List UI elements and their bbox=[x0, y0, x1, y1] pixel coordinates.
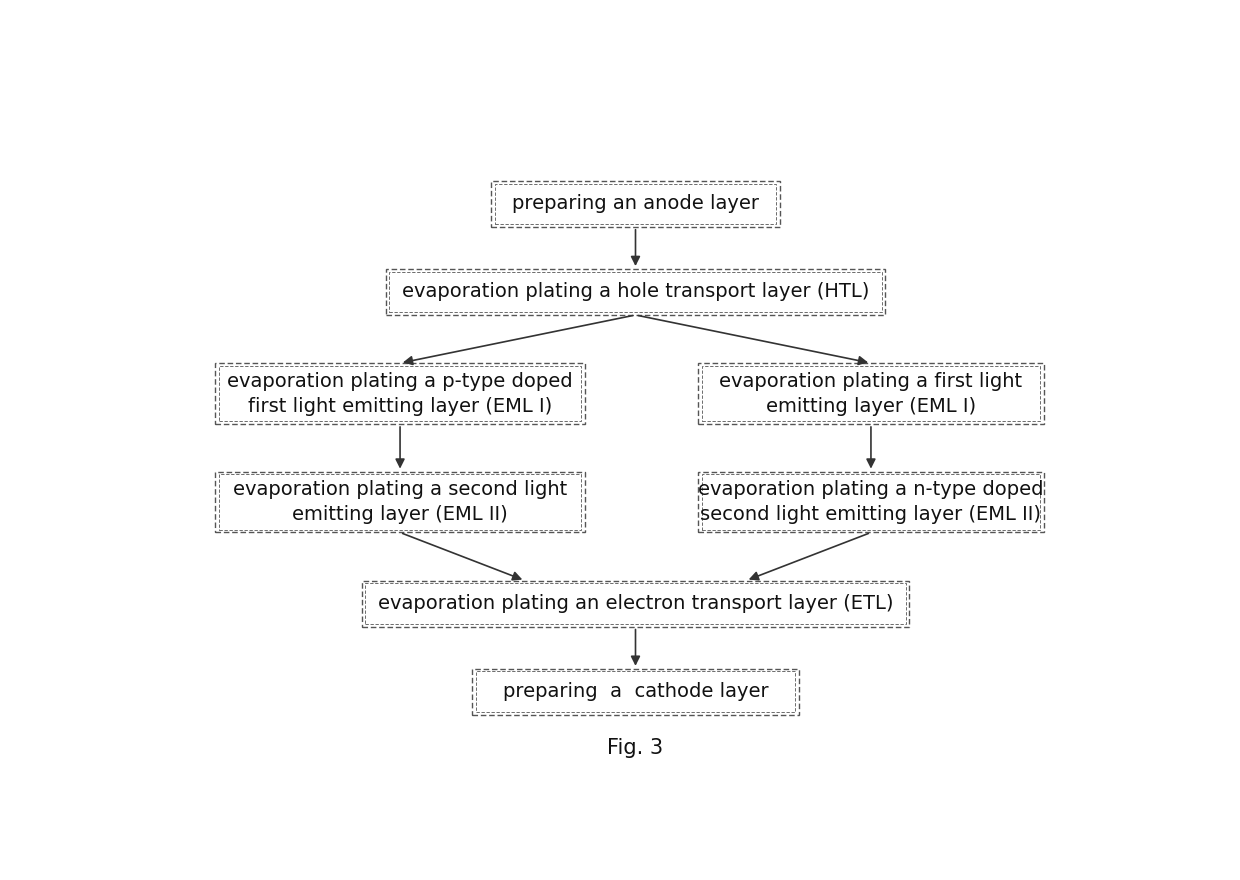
Text: evaporation plating a second light
emitting layer (EML II): evaporation plating a second light emitt… bbox=[233, 480, 567, 524]
Text: preparing  a  cathode layer: preparing a cathode layer bbox=[502, 682, 769, 701]
Bar bbox=[366, 583, 905, 624]
Bar bbox=[386, 269, 885, 315]
Bar bbox=[698, 472, 1044, 532]
Bar bbox=[476, 671, 795, 712]
Text: evaporation plating an electron transport layer (ETL): evaporation plating an electron transpor… bbox=[378, 594, 893, 613]
Bar bbox=[389, 272, 882, 312]
Text: evaporation plating a n-type doped
second light emitting layer (EML II): evaporation plating a n-type doped secon… bbox=[698, 480, 1044, 524]
Bar bbox=[491, 180, 780, 227]
Bar bbox=[495, 184, 776, 224]
Bar bbox=[219, 366, 582, 422]
Bar bbox=[702, 474, 1040, 530]
Text: evaporation plating a first light
emitting layer (EML I): evaporation plating a first light emitti… bbox=[719, 371, 1023, 415]
Text: preparing an anode layer: preparing an anode layer bbox=[512, 194, 759, 213]
Bar bbox=[219, 474, 582, 530]
Bar bbox=[215, 363, 585, 424]
Text: Fig. 3: Fig. 3 bbox=[608, 738, 663, 758]
Bar bbox=[362, 581, 909, 627]
Text: evaporation plating a p-type doped
first light emitting layer (EML I): evaporation plating a p-type doped first… bbox=[227, 371, 573, 415]
Bar bbox=[702, 366, 1040, 422]
Bar bbox=[215, 472, 585, 532]
Text: evaporation plating a hole transport layer (HTL): evaporation plating a hole transport lay… bbox=[402, 282, 869, 302]
Bar bbox=[698, 363, 1044, 424]
Bar bbox=[472, 669, 799, 715]
